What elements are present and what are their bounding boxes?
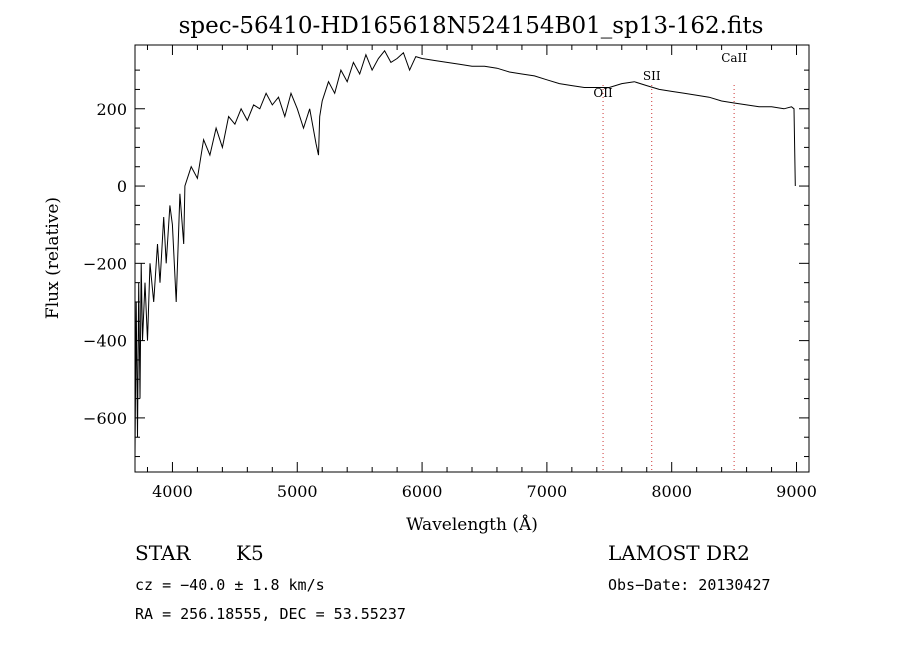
x-tick-label: 7000 xyxy=(527,482,568,501)
y-tick-label: −200 xyxy=(83,254,127,273)
x-tick-label: 8000 xyxy=(651,482,692,501)
line-marker-label: CaII xyxy=(721,51,747,65)
object-class: STAR xyxy=(135,541,191,565)
coordinates-readout: RA = 256.18555, DEC = 53.55237 xyxy=(135,605,406,623)
y-tick-label: 0 xyxy=(117,177,127,196)
y-tick-label: 200 xyxy=(96,100,127,119)
x-axis-label: Wavelength (Å) xyxy=(406,514,538,535)
survey-name: LAMOST DR2 xyxy=(608,541,750,565)
x-tick-label: 4000 xyxy=(152,482,193,501)
object-subclass: K5 xyxy=(236,541,264,565)
x-tick-label: 6000 xyxy=(402,482,443,501)
x-tick-label: 5000 xyxy=(277,482,318,501)
x-tick-label: 9000 xyxy=(776,482,817,501)
plot-frame xyxy=(134,44,810,473)
axis-ticks: 4000 5000 6000 7000 8000 9000 −600 −400 −200 0 200 xyxy=(83,45,817,501)
redshift-readout: cz = −40.0 ± 1.8 km/s xyxy=(135,576,325,594)
line-marker-label: SII xyxy=(643,69,661,83)
observation-date: Obs−Date: 20130427 xyxy=(608,576,771,594)
chart-title: spec-56410-HD165618N524154B01_sp13-162.f… xyxy=(179,13,764,39)
spectral-line-markers: OII SII CaII xyxy=(593,51,747,472)
y-axis-label: Flux (relative) xyxy=(43,197,63,319)
line-marker-label: OII xyxy=(593,86,613,100)
spectrum-line xyxy=(134,49,796,457)
y-tick-label: −600 xyxy=(83,409,127,428)
y-tick-label: −400 xyxy=(83,332,127,351)
